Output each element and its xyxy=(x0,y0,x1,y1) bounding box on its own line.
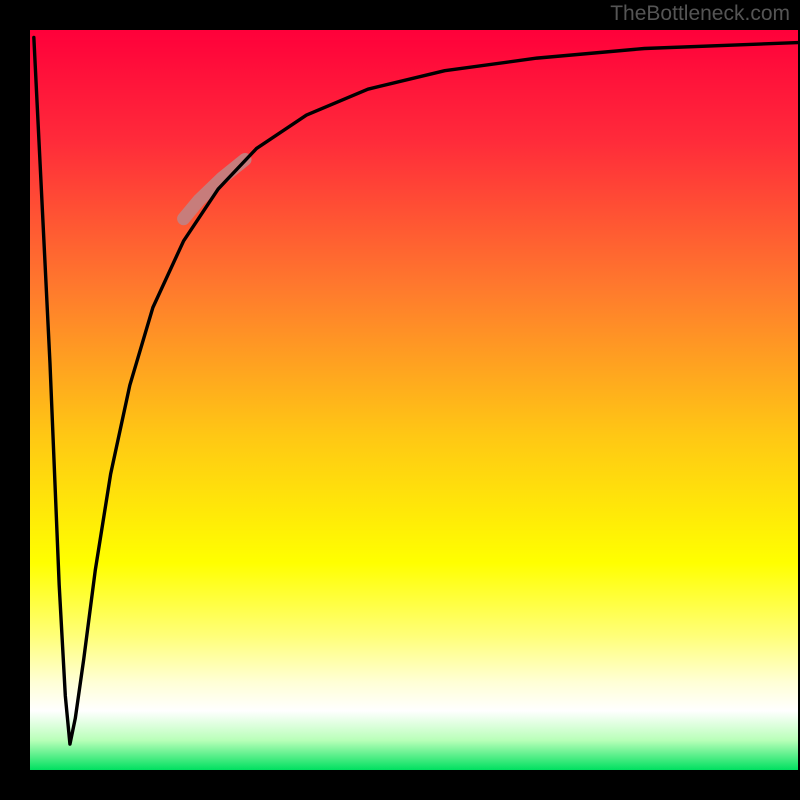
plot-area xyxy=(30,30,798,770)
stage: TheBottleneck.com xyxy=(0,0,800,800)
attribution-text: TheBottleneck.com xyxy=(610,2,790,26)
main-curve xyxy=(34,37,798,744)
chart-svg xyxy=(30,30,798,770)
